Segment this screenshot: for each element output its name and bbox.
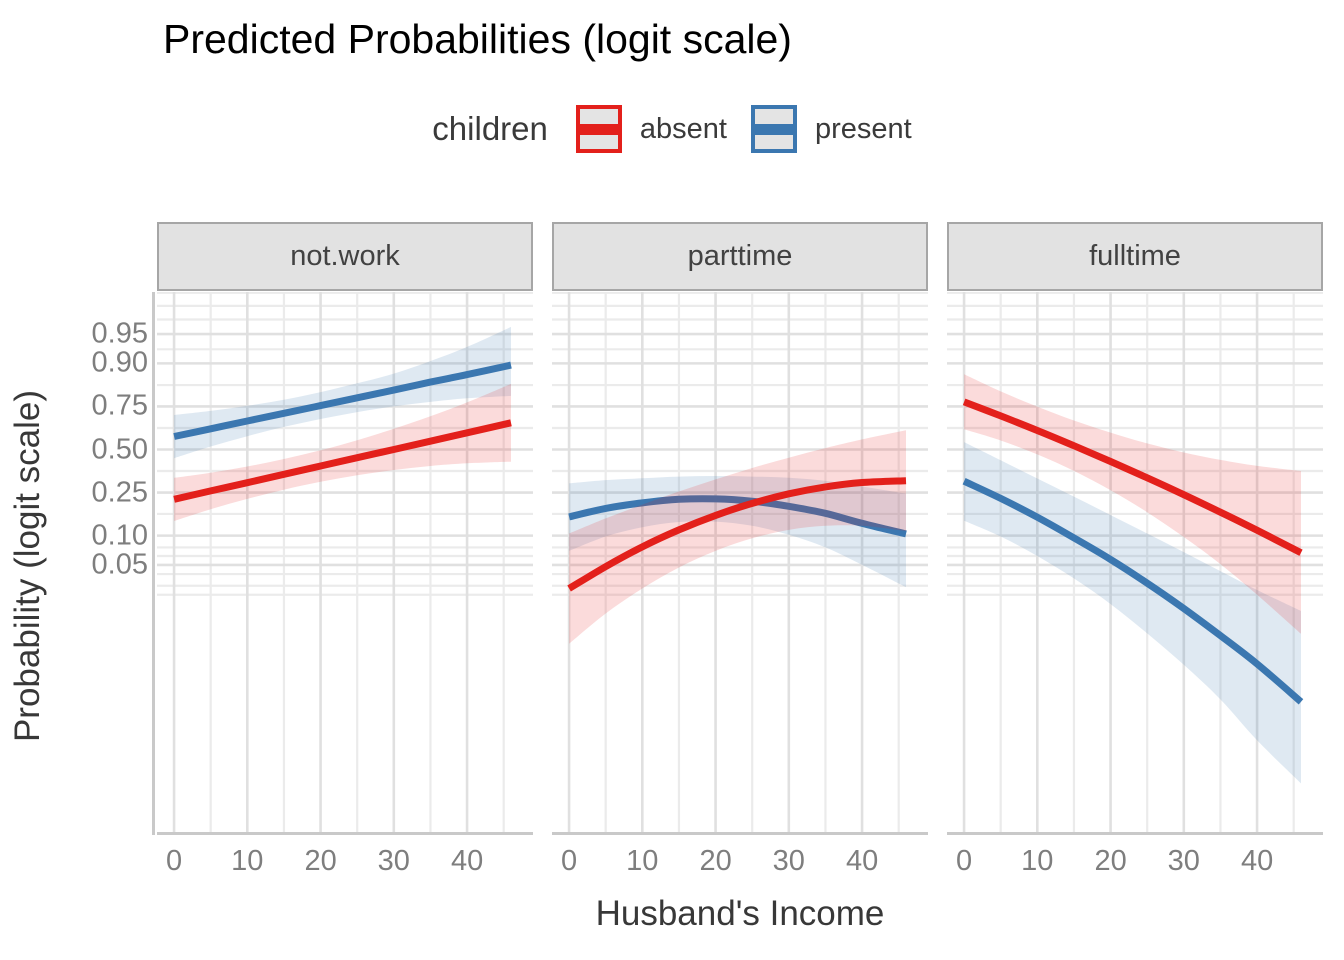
x-axis-tick-labels: 0 10 20 30 40 xyxy=(552,845,928,879)
x-tick-label: 0 xyxy=(166,845,183,877)
x-tick-label: 10 xyxy=(626,845,659,877)
legend-key-stripe xyxy=(579,123,618,135)
x-axis-line xyxy=(947,832,1323,835)
facet-strip-parttime: parttime xyxy=(552,222,928,291)
facet-strip-fulltime: fulltime xyxy=(947,222,1323,291)
legend-label: absent xyxy=(639,112,727,145)
legend: children absent present xyxy=(0,100,1344,158)
x-tick-label: 30 xyxy=(1167,845,1200,877)
x-tick-label: 20 xyxy=(1094,845,1127,877)
y-tick-label: 0.90 xyxy=(91,346,148,379)
x-tick-label: 0 xyxy=(956,845,973,877)
y-tick-label: 0.25 xyxy=(91,476,148,509)
y-tick-label: 0.95 xyxy=(91,317,148,350)
trend-line-present xyxy=(568,495,907,538)
panel-not.work xyxy=(157,292,533,832)
y-tick-label: 0.10 xyxy=(91,519,148,552)
legend-title: children xyxy=(432,110,548,147)
legend-key-present xyxy=(750,105,797,153)
x-axis-tick-labels: 0 10 20 30 40 xyxy=(947,845,1323,879)
y-axis-line xyxy=(152,292,155,835)
x-axis-tick-labels: 0 10 20 30 40 xyxy=(157,845,533,879)
x-axis-line xyxy=(552,832,928,835)
legend-label: present xyxy=(814,112,912,145)
legend-item-present: present xyxy=(750,105,912,153)
x-tick-label: 20 xyxy=(699,845,732,877)
y-axis-tick-labels: 0.95 0.90 0.75 0.50 0.25 0.10 0.05 xyxy=(0,292,148,832)
panel-fulltime xyxy=(947,292,1323,832)
y-tick-label: 0.75 xyxy=(91,389,148,422)
y-tick-label: 0.05 xyxy=(91,548,148,581)
trend-line-present xyxy=(962,478,1304,705)
legend-item-absent: absent xyxy=(575,105,727,153)
trend-line-absent xyxy=(962,398,1303,556)
facet-strip-not.work: not.work xyxy=(157,222,533,291)
x-tick-label: 30 xyxy=(772,845,805,877)
x-axis-title: Husband's Income xyxy=(595,894,885,933)
confidence-ribbon-present xyxy=(174,326,511,459)
legend-key-stripe xyxy=(754,123,793,135)
x-axis-line xyxy=(157,832,533,835)
x-tick-label: 10 xyxy=(231,845,264,877)
panel-parttime xyxy=(552,292,928,832)
trend-line-absent xyxy=(173,419,512,503)
x-tick-label: 40 xyxy=(845,845,879,877)
legend-key-absent xyxy=(575,105,622,153)
chart-title: Predicted Probabilities (logit scale) xyxy=(163,16,792,62)
x-tick-label: 10 xyxy=(1021,845,1054,877)
confidence-ribbon-present xyxy=(964,442,1301,784)
confidence-ribbon-absent xyxy=(964,374,1301,634)
trend-line-present xyxy=(173,361,512,440)
x-tick-label: 0 xyxy=(561,845,578,877)
y-tick-label: 0.50 xyxy=(91,433,148,465)
x-tick-label: 30 xyxy=(377,845,410,877)
confidence-ribbon-absent xyxy=(174,383,511,521)
x-tick-label: 20 xyxy=(304,845,337,877)
trend-line-absent xyxy=(567,477,907,592)
confidence-ribbon-absent xyxy=(569,430,906,644)
x-tick-label: 40 xyxy=(450,845,484,877)
x-tick-label: 40 xyxy=(1240,845,1274,877)
